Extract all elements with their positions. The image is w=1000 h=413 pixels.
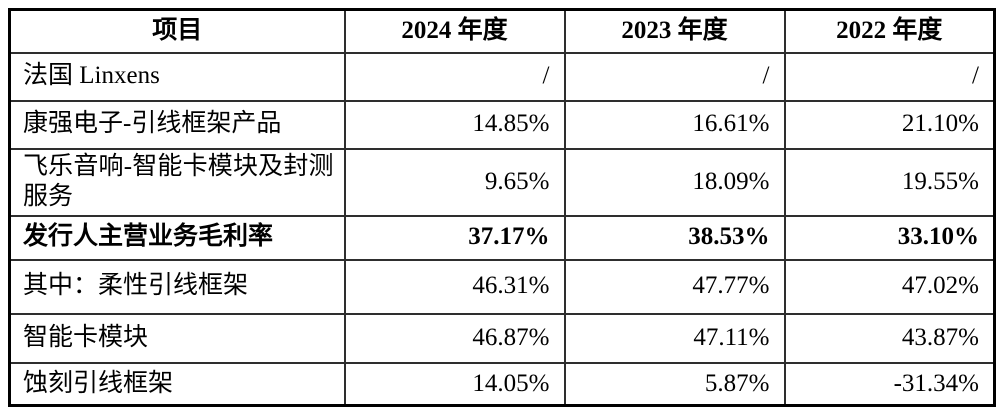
row-value-2024: / (343, 51, 566, 102)
row-value-2023: 18.09% (563, 147, 786, 217)
row-value-2024: 9.65% (343, 147, 566, 217)
row-value-2022: 21.10% (783, 99, 996, 150)
table-body: 法国 Linxens / / / 康强电子-引线框架产品 14.85% 16.6… (8, 51, 996, 407)
header-year-2024: 2024 年度 (343, 8, 566, 54)
row-value-2022: -31.34% (783, 361, 996, 407)
row-value-2023: 47.11% (563, 312, 786, 364)
row-label: 蚀刻引线框架 (8, 361, 346, 407)
table-row-linxens: 法国 Linxens / / / (8, 51, 996, 102)
table-row-feile: 飞乐音响-智能卡模块及封测服务 9.65% 18.09% 19.55% (8, 147, 996, 217)
row-label: 发行人主营业务毛利率 (8, 214, 346, 261)
row-label: 康强电子-引线框架产品 (8, 99, 346, 150)
row-value-2024: 46.31% (343, 258, 566, 315)
table-row-smartcard-module: 智能卡模块 46.87% 47.11% 43.87% (8, 312, 996, 364)
row-value-2024: 14.05% (343, 361, 566, 407)
table-row-kangqiang: 康强电子-引线框架产品 14.85% 16.61% 21.10% (8, 99, 996, 150)
header-year-2022: 2022 年度 (783, 8, 996, 54)
row-value-2023: 47.77% (563, 258, 786, 315)
row-value-2023: 16.61% (563, 99, 786, 150)
row-value-2023: 38.53% (563, 214, 786, 261)
row-value-2023: / (563, 51, 786, 102)
row-value-2022: 19.55% (783, 147, 996, 217)
header-item-column: 项目 (8, 8, 346, 54)
row-value-2022: 33.10% (783, 214, 996, 261)
table-row-etched-leadframe: 蚀刻引线框架 14.05% 5.87% -31.34% (8, 361, 996, 407)
header-year-2023: 2023 年度 (563, 8, 786, 54)
row-value-2022: 47.02% (783, 258, 996, 315)
row-value-2022: 43.87% (783, 312, 996, 364)
row-value-2024: 14.85% (343, 99, 566, 150)
table-row-flexible-leadframe: 其中：柔性引线框架 46.31% 47.77% 47.02% (8, 258, 996, 315)
row-label: 法国 Linxens (8, 51, 346, 102)
row-value-2024: 37.17% (343, 214, 566, 261)
row-value-2023: 5.87% (563, 361, 786, 407)
table-row-issuer-total: 发行人主营业务毛利率 37.17% 38.53% 33.10% (8, 214, 996, 261)
row-label: 其中：柔性引线框架 (8, 258, 346, 315)
row-value-2024: 46.87% (343, 312, 566, 364)
row-label: 智能卡模块 (8, 312, 346, 364)
gross-margin-table: 项目 2024 年度 2023 年度 2022 年度 法国 Linxens / … (8, 8, 996, 407)
row-value-2022: / (783, 51, 996, 102)
table-header-row: 项目 2024 年度 2023 年度 2022 年度 (8, 8, 996, 54)
row-label: 飞乐音响-智能卡模块及封测服务 (8, 147, 346, 217)
